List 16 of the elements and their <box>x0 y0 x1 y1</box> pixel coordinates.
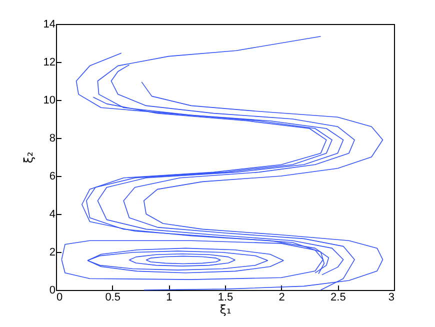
x-tick-label: 3 <box>388 292 394 304</box>
x-tick-label: 0.5 <box>105 292 120 304</box>
y-tick-label: 12 <box>43 56 56 68</box>
y-axis-title: ξ₂ <box>21 152 36 164</box>
x-tick-label: 1.5 <box>218 292 234 304</box>
y-tick-label: 4 <box>49 208 56 220</box>
x-tick-label: 1 <box>166 292 172 304</box>
x-tick-label: 2 <box>278 292 285 304</box>
y-tick-label: 14 <box>43 18 56 30</box>
x-tick-label: 0 <box>56 292 63 304</box>
y-tick-label: 2 <box>49 246 56 258</box>
y-tick-label: 6 <box>49 170 56 182</box>
y-tick-label: 8 <box>49 132 56 144</box>
x-axis-title: ξ₁ <box>220 302 232 316</box>
y-tick-label: 10 <box>43 94 56 106</box>
x-tick-label: 2.5 <box>330 292 346 304</box>
